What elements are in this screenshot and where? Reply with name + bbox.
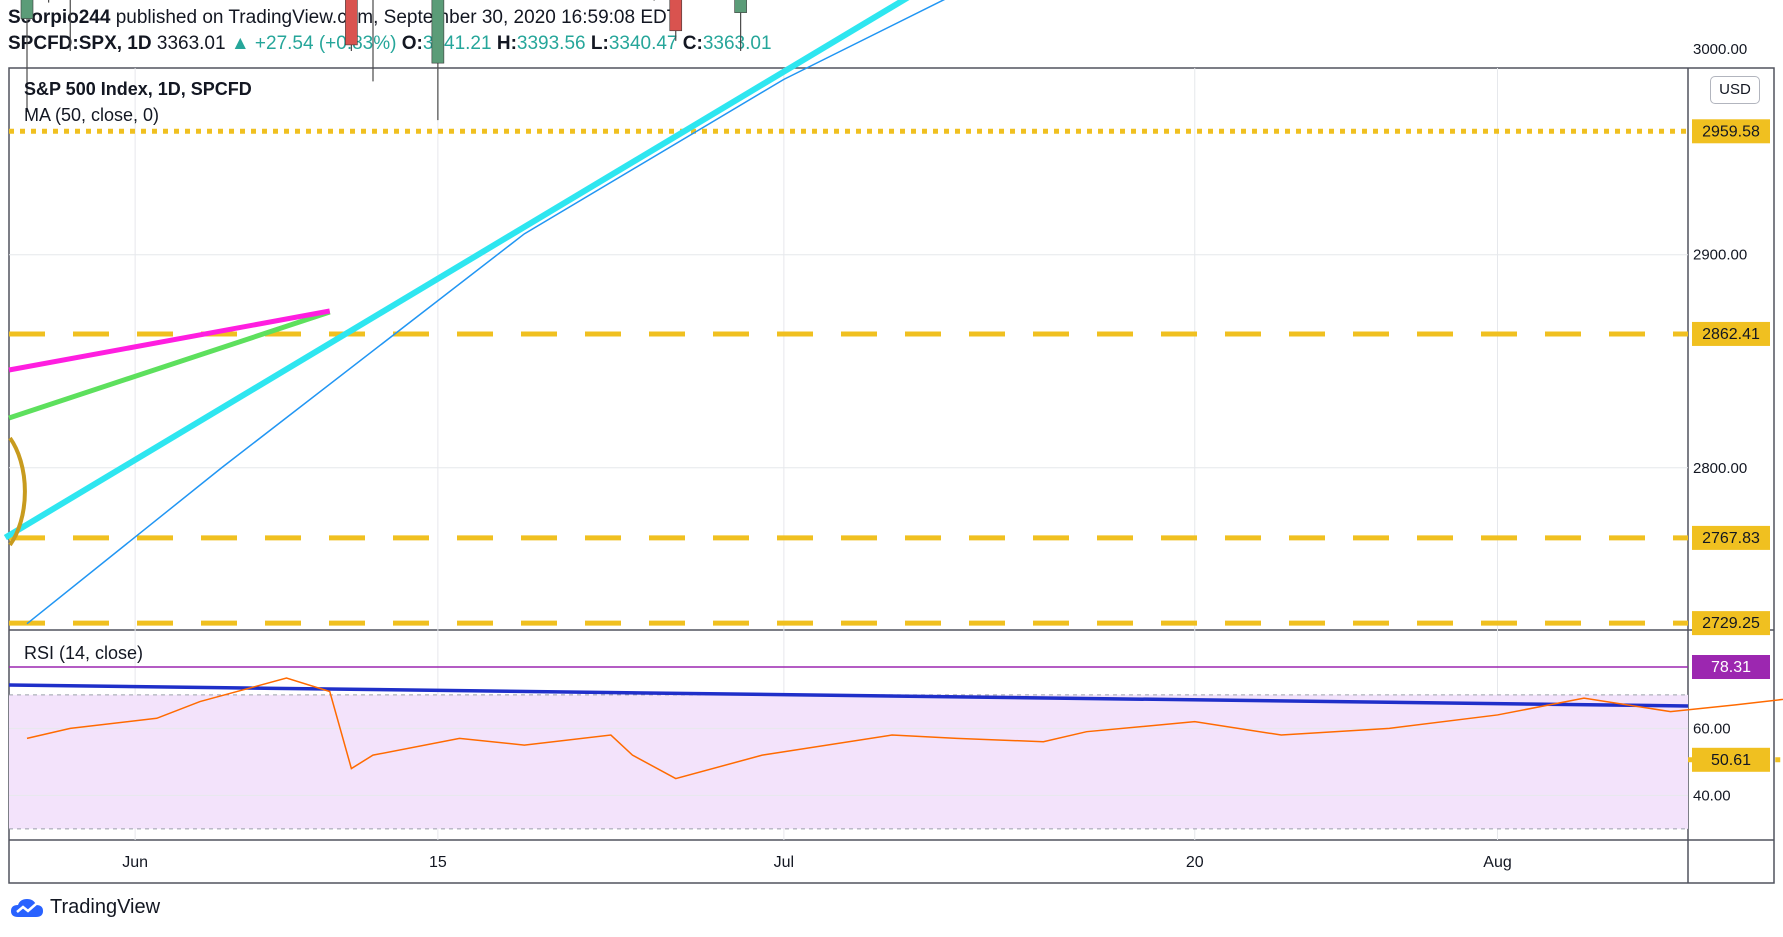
moving-average-line: [26, 0, 946, 625]
magenta-trendline: [8, 308, 331, 373]
published-text: published on TradingView.com, September …: [115, 7, 679, 28]
rsi-current-label-box: [1692, 747, 1770, 772]
rsi-band: [9, 694, 1688, 829]
last-price: 3363.01: [156, 33, 226, 54]
x-tick-label: Jul: [774, 854, 794, 871]
candle-body: [345, 0, 358, 46]
green-trendline: [8, 309, 331, 421]
brand-name: TradingView: [50, 896, 161, 918]
low-value: 3340.47: [608, 33, 678, 54]
candle: [20, 0, 34, 112]
level-label-box: [1692, 525, 1770, 550]
publish-line: Scorpio244 published on TradingView.com,…: [8, 7, 678, 29]
candle-body: [20, 0, 34, 19]
candle-body: [669, 0, 683, 32]
level-label: 2767.83: [1702, 530, 1760, 547]
candle: [48, 0, 50, 3]
candle: [653, 0, 655, 1]
close-label: C:: [682, 33, 703, 54]
level-label: 2729.25: [1702, 615, 1760, 632]
candle: [669, 0, 683, 41]
low-label: L:: [590, 33, 609, 54]
candle: [734, 0, 747, 51]
rsi-current-label: 50.61: [1711, 752, 1751, 769]
x-tick-label: Jun: [122, 854, 148, 871]
high-label: H:: [496, 33, 517, 54]
candle-body: [734, 0, 747, 13]
level-label: 2862.41: [1702, 326, 1760, 343]
symbol-label: SPCFD:SPX, 1D: [8, 33, 152, 54]
y-tick-label: 2900.00: [1693, 247, 1747, 264]
rsi-overbought-label-box: [1692, 655, 1770, 679]
high-value: 3393.56: [516, 33, 586, 54]
author-name[interactable]: Scorpio244: [8, 7, 111, 28]
tradingview-logo[interactable]: TradingView: [10, 896, 160, 919]
candle-body: [431, 0, 445, 64]
candle: [345, 0, 358, 51]
highlight-arc: [8, 436, 27, 547]
main-pane-title: S&P 500 Index, 1D, SPCFD: [24, 79, 252, 99]
candle: [69, 0, 71, 51]
rsi-overbought-label: 78.31: [1711, 659, 1751, 676]
y-tick-label: 2800.00: [1693, 460, 1747, 477]
ma-indicator-title[interactable]: MA (50, close, 0): [24, 105, 160, 125]
rising-trendline: [3, 0, 910, 541]
candle: [431, 0, 445, 121]
level-label: 2959.58: [1702, 123, 1760, 140]
open-label: O:: [401, 33, 423, 54]
x-tick-label: Aug: [1483, 854, 1511, 871]
x-tick-label: 20: [1186, 854, 1204, 871]
cloud-icon: [11, 898, 43, 917]
y-tick-label: 3000.00: [1693, 41, 1747, 58]
rsi-pane-title[interactable]: RSI (14, close): [24, 643, 144, 663]
close-value: 3363.01: [702, 33, 772, 54]
level-label-box: [1692, 119, 1770, 144]
x-tick-label: 15: [429, 854, 447, 871]
currency-button[interactable]: USD: [1710, 76, 1760, 104]
rsi-tick-label: 40.00: [1693, 787, 1731, 804]
level-label-box: [1692, 321, 1770, 346]
rsi-trendline: [8, 683, 1689, 708]
candle: [372, 0, 374, 82]
rsi-line: [26, 677, 1783, 780]
rsi-tick-label: 60.00: [1693, 720, 1731, 737]
level-label-box: [1692, 611, 1770, 636]
